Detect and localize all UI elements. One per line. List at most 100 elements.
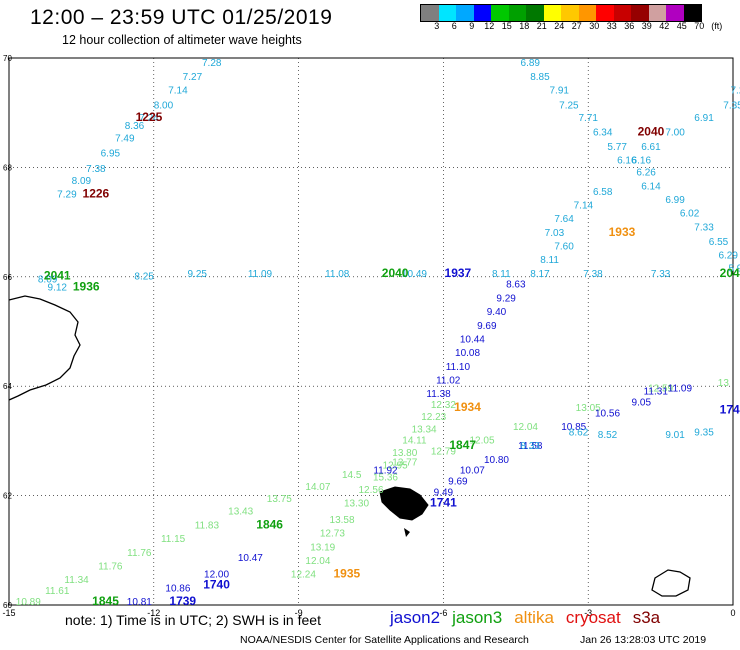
lat-tick-label: 64	[3, 382, 12, 391]
wave-height-label: 11.15	[161, 534, 186, 545]
wave-height-label: 12.24	[291, 570, 316, 581]
wave-height-label: 10.81	[127, 597, 152, 608]
wave-height-label: 6.16	[632, 156, 652, 167]
mission-s3a: s3a	[632, 608, 661, 627]
wave-height-label: 7.14	[168, 86, 188, 97]
pass-time-label: 1741	[430, 496, 457, 510]
legend-swatch	[578, 5, 596, 21]
wave-height-label: 9.25	[188, 269, 208, 280]
legend-swatch	[683, 5, 701, 21]
wave-height-label: 11.92	[373, 466, 398, 477]
observations: 7.287.277.148.007.248.367.496.957.388.09…	[16, 58, 740, 608]
legend-swatch	[473, 5, 491, 21]
pass-time-label: 1845	[92, 594, 119, 608]
wave-height-label: 10.08	[455, 348, 480, 359]
wave-height-label: 9.35	[694, 427, 714, 438]
wave-height-label: 6.91	[694, 113, 714, 124]
legend-swatch	[648, 5, 666, 21]
wave-height-label: 7.27	[183, 72, 203, 83]
pass-time-label: 1937	[445, 266, 472, 280]
wave-height-label: 8.85	[530, 72, 550, 83]
faroe-islands	[379, 486, 429, 521]
pass-time-label: 1846	[256, 517, 283, 531]
wave-height-label: 10.80	[484, 455, 509, 466]
footer-note: note: 1) Time is in UTC; 2) SWH is in fe…	[65, 612, 321, 628]
wave-height-label: 12.23	[421, 412, 446, 423]
legend-label: 3	[434, 21, 440, 31]
legend-swatch	[613, 5, 631, 21]
pass-time-label: 2041	[44, 269, 71, 283]
wave-height-label: 13.05	[576, 403, 601, 414]
wave-height-label: 11.08	[325, 269, 350, 280]
wave-height-label: 6.99	[665, 195, 685, 206]
legend-swatch	[456, 5, 474, 21]
wave-height-label: 8.09	[72, 176, 92, 187]
wave-height-label: 8.09	[38, 274, 58, 285]
wave-height-label: 7.14	[574, 200, 594, 211]
wave-height-label: 7.38	[583, 269, 603, 280]
legend-label: 33	[606, 21, 617, 31]
wave-height-label: 10.07	[460, 466, 485, 477]
legend-swatch	[526, 5, 544, 21]
wave-height-label: 6.58	[593, 187, 613, 198]
wave-height-label: 6.29	[718, 251, 738, 262]
pass-time-label: 1934	[454, 400, 481, 414]
landmasses	[8, 295, 691, 597]
wave-height-label: 11.38	[426, 389, 451, 400]
legend-swatch	[421, 5, 439, 21]
wave-height-label: 7.03	[545, 228, 565, 239]
wave-height-label: 9.69	[448, 477, 468, 488]
wave-height-label: 13.43	[228, 507, 253, 518]
wave-height-label: 7.24	[139, 113, 159, 124]
credit-text: NOAA/NESDIS Center for Satellite Applica…	[240, 634, 529, 646]
legend-label: 70	[694, 21, 705, 31]
legend-label: 12	[484, 21, 495, 31]
wave-height-label: 8.25	[134, 272, 154, 283]
wave-height-label: 12.00	[204, 570, 229, 581]
wave-height-label: 9.01	[665, 430, 685, 441]
pass-time-label: 1936	[73, 279, 100, 293]
page-subtitle: 12 hour collection of altimeter wave hei…	[62, 33, 302, 47]
wave-height-label: 11.09	[248, 269, 273, 280]
mission-legend: jason2 jason3 altika cryosat s3a	[390, 608, 672, 628]
wave-height-label: 7.35	[723, 100, 740, 111]
wave-height-label: 7.71	[578, 113, 598, 124]
lon-tick-label: 0	[730, 608, 735, 618]
wave-height-label: 6.61	[641, 142, 661, 153]
wave-height-label: 9.69	[477, 321, 497, 332]
lon-tick-label: -3	[584, 608, 592, 618]
wave-height-label: 13.19	[310, 542, 335, 553]
legend-label: 45	[676, 21, 687, 31]
wave-height-label: 7.28	[202, 58, 222, 69]
pass-time-label: 1742	[720, 403, 740, 417]
wave-height-label: 6.26	[636, 168, 656, 179]
wave-height-label: 6.02	[680, 209, 700, 220]
wave-height-label: 8.00	[154, 100, 174, 111]
pass-time-label: 1225	[136, 110, 163, 124]
wave-height-label: 7.38	[86, 164, 106, 175]
legend-label: 6	[451, 21, 457, 31]
wave-height-label: 12.79	[431, 447, 456, 458]
wave-height-label: 7.64	[554, 214, 574, 225]
wave-height-label: 7.49	[115, 134, 135, 145]
wave-height-label: 12.95	[383, 460, 408, 471]
wave-height-label: 8.62	[569, 427, 589, 438]
color-legend	[420, 4, 702, 22]
pass-time-label: 2040	[382, 266, 409, 280]
axis-ticks: -15 -12 -9 -6 -3 0 70 68 66 64 62 60	[2, 54, 735, 618]
legend-label: 30	[589, 21, 600, 31]
legend-label: 18	[519, 21, 530, 31]
wave-height-label: 12.04	[305, 556, 330, 567]
wave-height-label: 13.58	[330, 515, 355, 526]
map-frame	[8, 57, 734, 606]
wave-height-label: 7.60	[554, 241, 574, 252]
legend-label: 42	[659, 21, 670, 31]
wave-height-label: 11.76	[127, 548, 152, 559]
wave-height-label: 13.30	[344, 499, 369, 510]
legend-label: 9	[469, 21, 475, 31]
legend-swatch	[596, 5, 614, 21]
pass-time-label: 1935	[334, 567, 361, 581]
wave-height-label: 7.00	[665, 128, 685, 139]
wave-height-label: 9.05	[632, 397, 652, 408]
